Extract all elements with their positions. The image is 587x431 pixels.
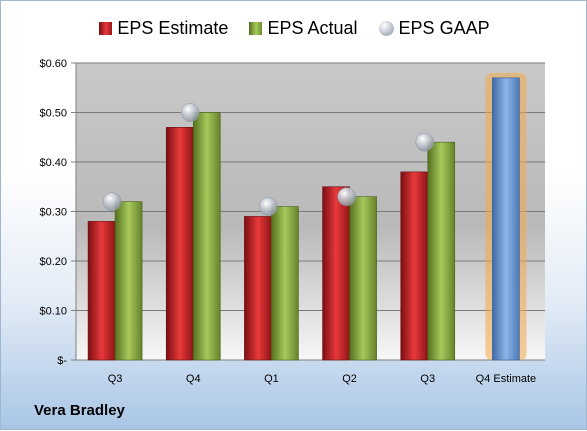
- bar-eps-actual: [192, 112, 221, 361]
- marker-eps-gaap: [415, 132, 434, 152]
- legend-swatch-gaap: [378, 20, 394, 36]
- y-tick-label: $0.60: [39, 58, 67, 70]
- x-tick-label: Q4 Estimate: [476, 373, 537, 385]
- marker-eps-gaap: [337, 187, 356, 206]
- legend-label-actual: EPS Actual: [267, 17, 358, 38]
- y-axis: $- $0.10 $0.20 $0.30 $0.40 $0.50 $0.60: [39, 58, 77, 367]
- bars: [87, 72, 527, 361]
- bar-eps-actual: [271, 206, 299, 361]
- y-tick-label: $0.10: [39, 306, 67, 318]
- bar-eps-estimate: [322, 186, 350, 361]
- y-tick-label: $0.50: [39, 108, 67, 120]
- bar-eps-actual: [114, 201, 143, 361]
- x-axis: Q3 Q4 Q1 Q2 Q3 Q4 Estimate: [108, 373, 536, 385]
- x-tick-label: Q2: [342, 373, 357, 385]
- chart-legend: EPS Estimate EPS Actual EPS GAAP: [1, 17, 587, 39]
- y-tick-label: $0.20: [39, 256, 67, 268]
- marker-eps-gaap: [181, 103, 200, 122]
- x-tick-label: Q3: [108, 373, 123, 385]
- bar-eps-forecast: [492, 77, 520, 361]
- x-tick-label: Q4: [186, 373, 201, 385]
- legend-label-estimate: EPS Estimate: [117, 17, 229, 38]
- marker-eps-gaap: [259, 197, 278, 216]
- gridlines: [76, 62, 545, 361]
- x-tick-label: Q3: [420, 373, 435, 385]
- marker-eps-gaap: [102, 192, 122, 211]
- bar-eps-actual: [349, 196, 377, 361]
- legend-item-actual: EPS Actual: [249, 17, 358, 39]
- bar-eps-estimate: [400, 171, 429, 361]
- legend-label-gaap: EPS GAAP: [398, 17, 490, 38]
- y-tick-label: $-: [57, 355, 67, 367]
- bar-eps-estimate: [244, 216, 272, 361]
- bar-eps-estimate: [87, 221, 116, 361]
- y-tick-label: $0.30: [39, 207, 67, 219]
- bar-eps-estimate: [165, 127, 194, 361]
- gaap-markers: [102, 103, 434, 216]
- bar-eps-actual: [427, 141, 456, 361]
- company-label: Vera Bradley: [34, 402, 125, 419]
- legend-item-gaap: EPS GAAP: [378, 17, 490, 39]
- legend-swatch-actual: [249, 21, 263, 35]
- y-tick-label: $0.40: [39, 157, 67, 169]
- legend-swatch-estimate: [99, 21, 113, 35]
- x-tick-label: Q1: [264, 373, 279, 385]
- legend-item-estimate: EPS Estimate: [99, 18, 228, 39]
